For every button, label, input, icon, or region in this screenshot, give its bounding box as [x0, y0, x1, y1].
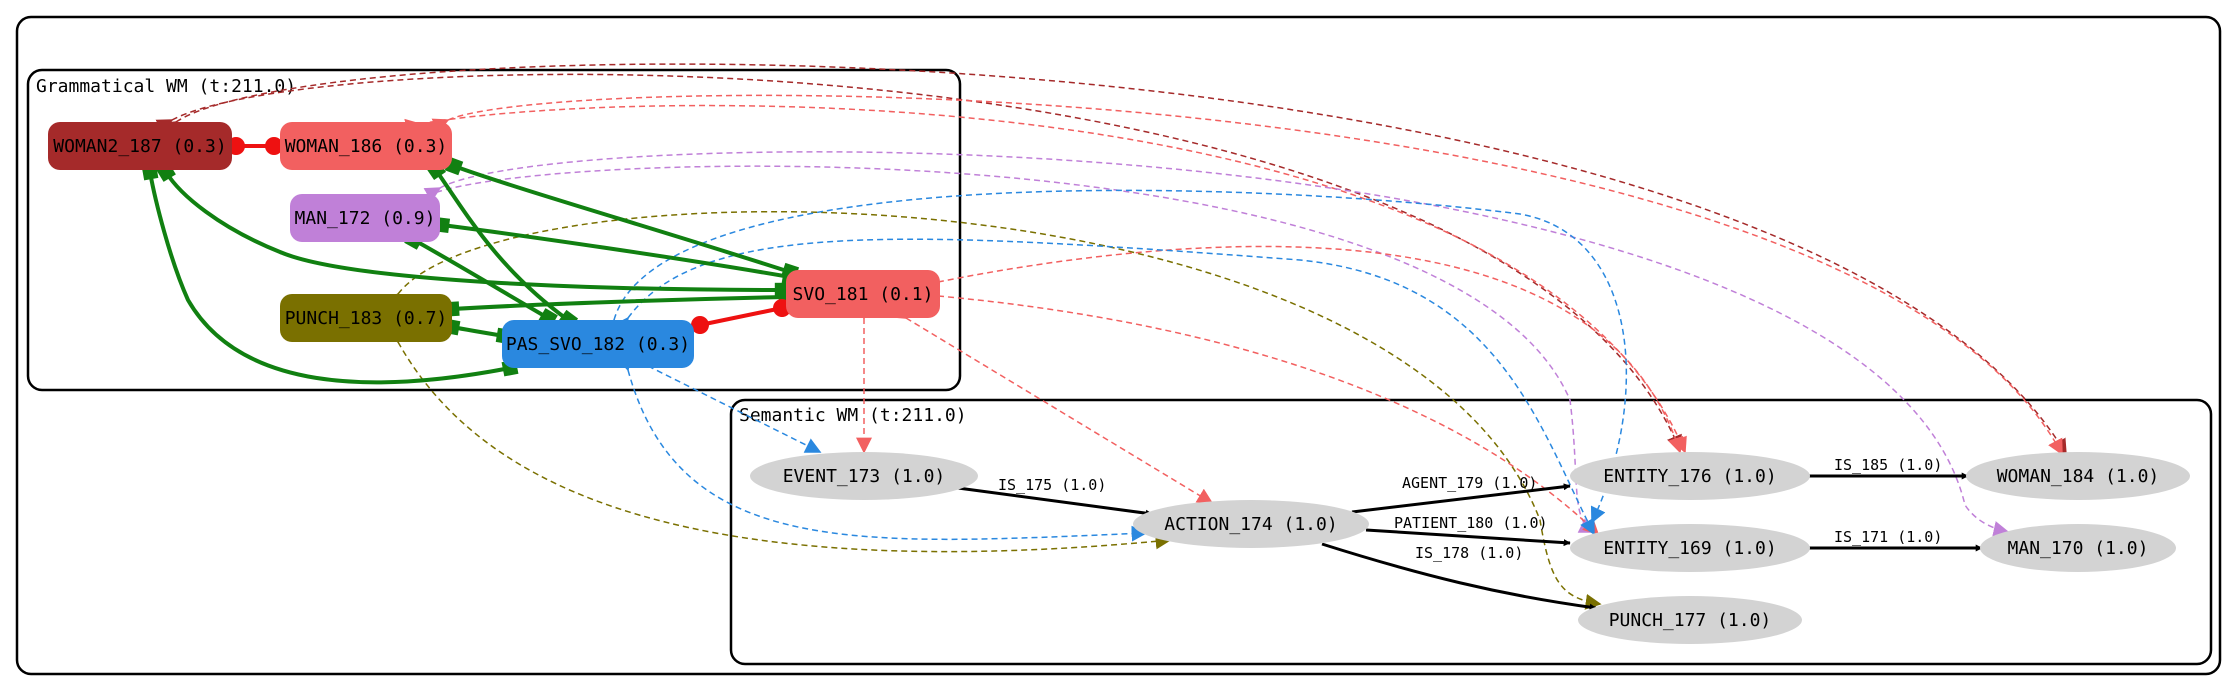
node-woman-184[interactable]: WOMAN_184 (1.0)	[1966, 452, 2190, 500]
node-pas-svo-182[interactable]: PAS_SVO_182 (0.3)	[502, 320, 694, 368]
node-punch-183-shape	[280, 294, 452, 342]
node-entity-169-shape	[1570, 524, 1810, 572]
edge-svo181-entity176	[922, 245, 1684, 454]
node-event-173-shape	[750, 452, 978, 500]
node-svo-181-label: SVO_181 (0.1)	[793, 284, 934, 305]
edge-action174-entity176	[1351, 483, 1571, 514]
node-man-170[interactable]: MAN_170 (1.0)	[1980, 524, 2176, 572]
edge-passvo182-entity176	[602, 189, 1628, 524]
mapping-edges	[155, 63, 2067, 610]
edge-passvo182-svo181	[691, 299, 791, 334]
edge-passvo182-entity169	[613, 238, 1595, 536]
node-woman-186[interactable]: WOMAN_186 (0.3)	[280, 122, 452, 170]
node-man-172-label: MAN_172 (0.9)	[295, 208, 436, 229]
node-woman-184-label: WOMAN_184 (1.0)	[1997, 466, 2160, 487]
node-pas-svo-182-label: PAS_SVO_182 (0.3)	[506, 334, 690, 355]
edge-label-is-185: IS_185 (1.0)	[1834, 456, 1942, 474]
node-man-170-shape	[1980, 524, 2176, 572]
node-event-173-label: EVENT_173 (1.0)	[783, 466, 946, 487]
semantic-wm-label: Semantic WM (t:211.0)	[739, 405, 967, 426]
node-punch-183[interactable]: PUNCH_183 (0.7)	[280, 294, 452, 342]
node-woman-186-shape	[280, 122, 452, 170]
grammatical-wm-label: Grammatical WM (t:211.0)	[36, 76, 296, 97]
node-woman2-187-shape	[48, 122, 232, 170]
edge-label-is-175: IS_175 (1.0)	[998, 476, 1106, 494]
edge-passvo182-man172	[404, 230, 558, 328]
node-action-174-label: ACTION_174 (1.0)	[1164, 514, 1337, 535]
edge-action174-entity169	[1365, 528, 1571, 547]
node-event-173[interactable]: EVENT_173 (1.0)	[750, 452, 978, 500]
node-woman2-187[interactable]: WOMAN2_187 (0.3)	[48, 122, 232, 170]
node-entity-169[interactable]: ENTITY_169 (1.0)	[1570, 524, 1810, 572]
edge-passvo182-punch183	[443, 318, 513, 345]
node-action-174[interactable]: ACTION_174 (1.0)	[1133, 500, 1369, 548]
edge-woman2-woman184	[159, 63, 2067, 456]
node-man-170-label: MAN_170 (1.0)	[2008, 538, 2149, 559]
semantic-edges	[957, 472, 1983, 611]
edge-label-agent-179: AGENT_179 (1.0)	[1402, 474, 1537, 492]
edge-punch183-action174	[383, 325, 1172, 553]
node-punch-177[interactable]: PUNCH_177 (1.0)	[1578, 596, 1802, 644]
edge-event173-action174	[957, 486, 1153, 517]
edge-label-patient-180: PATIENT_180 (1.0)	[1394, 514, 1548, 532]
node-entity-176-shape	[1570, 452, 1810, 500]
outer-frame	[15, 15, 2222, 676]
node-woman-184-shape	[1966, 452, 2190, 500]
node-punch-177-label: PUNCH_177 (1.0)	[1609, 610, 1772, 631]
node-entity-169-label: ENTITY_169 (1.0)	[1603, 538, 1776, 559]
edge-svo181-woman186	[444, 156, 800, 282]
node-svo-181[interactable]: SVO_181 (0.1)	[786, 270, 940, 318]
cooperation-edges	[141, 156, 800, 385]
edge-label-is-171: IS_171 (1.0)	[1834, 528, 1942, 546]
edge-labels: IS_175 (1.0) AGENT_179 (1.0) PATIENT_180…	[998, 456, 1942, 562]
node-man-172[interactable]: MAN_172 (0.9)	[290, 194, 440, 242]
edge-action174-punch177	[1321, 542, 1597, 611]
node-entity-176[interactable]: ENTITY_176 (1.0)	[1570, 452, 1810, 500]
competition-edges	[227, 137, 791, 334]
node-punch-177-shape	[1578, 596, 1802, 644]
node-punch-183-label: PUNCH_183 (0.7)	[285, 308, 448, 329]
node-man-172-shape	[290, 194, 440, 242]
edge-passvo182-woman2	[141, 163, 519, 385]
node-pas-svo-182-shape	[502, 320, 694, 368]
node-entity-176-label: ENTITY_176 (1.0)	[1603, 466, 1776, 487]
edge-label-is-178: IS_178 (1.0)	[1415, 544, 1523, 562]
node-svo-181-shape	[786, 270, 940, 318]
node-woman2-187-label: WOMAN2_187 (0.3)	[53, 136, 226, 157]
edge-passvo182-woman186	[425, 159, 579, 331]
node-woman-186-label: WOMAN_186 (0.3)	[285, 136, 448, 157]
node-action-174-shape	[1133, 500, 1369, 548]
